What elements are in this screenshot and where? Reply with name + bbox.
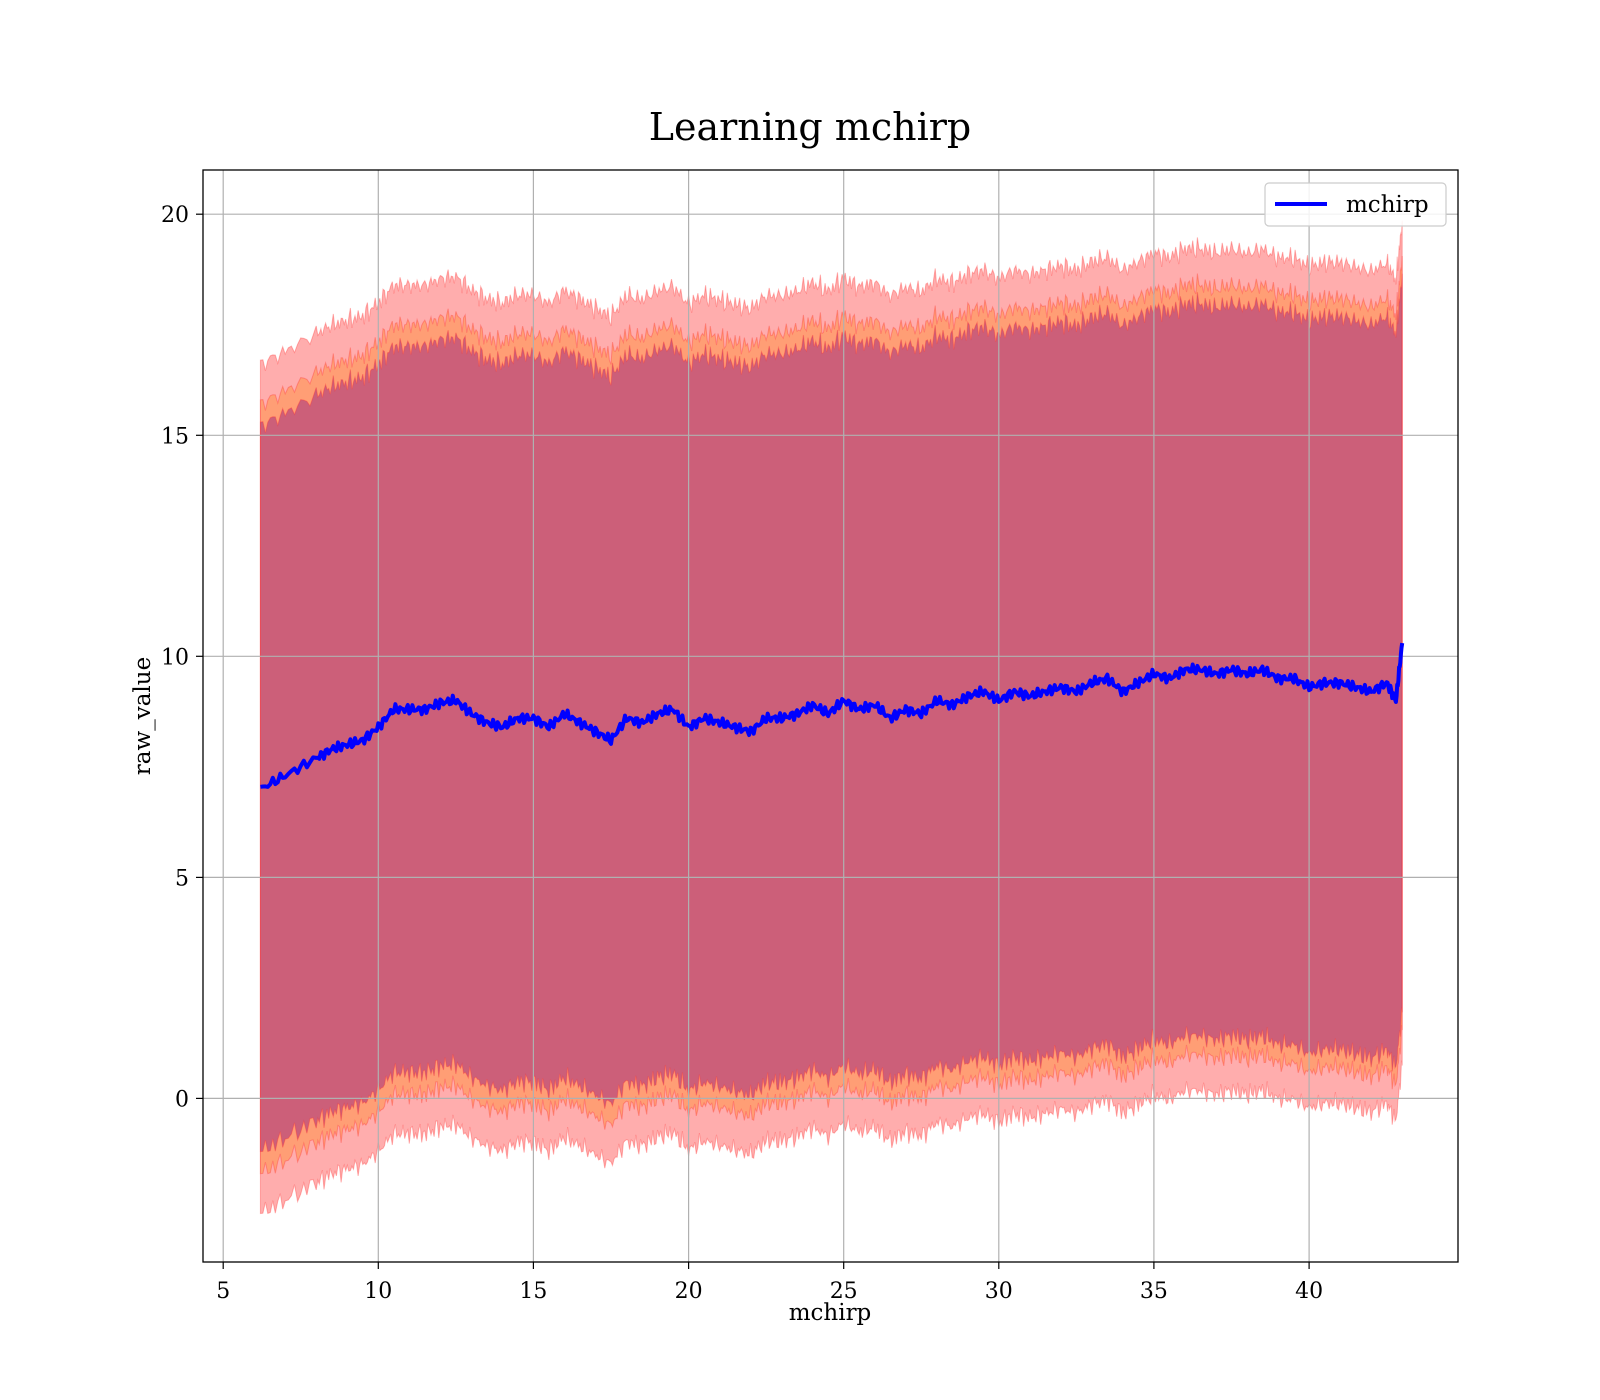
plot-frame [202, 169, 1459, 1263]
y-tick-label: 5 [175, 866, 189, 891]
y-tick-label: 15 [161, 424, 189, 449]
x-tick-label: 35 [1140, 1279, 1168, 1304]
series-line-layer [260, 642, 1405, 789]
y-axis-label: raw_value [130, 657, 156, 775]
confidence-bands [259, 220, 1403, 1215]
legend-label-mchirp: mchirp [1346, 192, 1429, 218]
band-outer [259, 220, 1403, 1215]
chart-title: Learning mchirp [649, 105, 971, 149]
x-tick-label: 15 [519, 1279, 547, 1304]
x-tick-label: 10 [364, 1279, 392, 1304]
y-tick-label: 0 [175, 1087, 189, 1112]
legend-box [1264, 182, 1447, 227]
grid-lines [203, 170, 1458, 1262]
x-tick-label: 5 [216, 1279, 230, 1304]
x-tick-label: 20 [675, 1279, 703, 1304]
x-tick-label: 25 [830, 1279, 858, 1304]
series-line-mchirp [260, 642, 1405, 789]
x-axis-label: mchirp [789, 1300, 872, 1326]
y-tick-label: 20 [161, 203, 189, 228]
y-axis-ticks: 0 5 10 15 20 [161, 203, 203, 1112]
y-tick-label: 10 [161, 645, 189, 670]
legend: mchirp [1264, 182, 1447, 227]
x-tick-label: 30 [985, 1279, 1013, 1304]
x-axis-ticks: 5 10 15 20 25 30 35 40 [216, 1262, 1323, 1304]
x-tick-label: 40 [1295, 1279, 1323, 1304]
